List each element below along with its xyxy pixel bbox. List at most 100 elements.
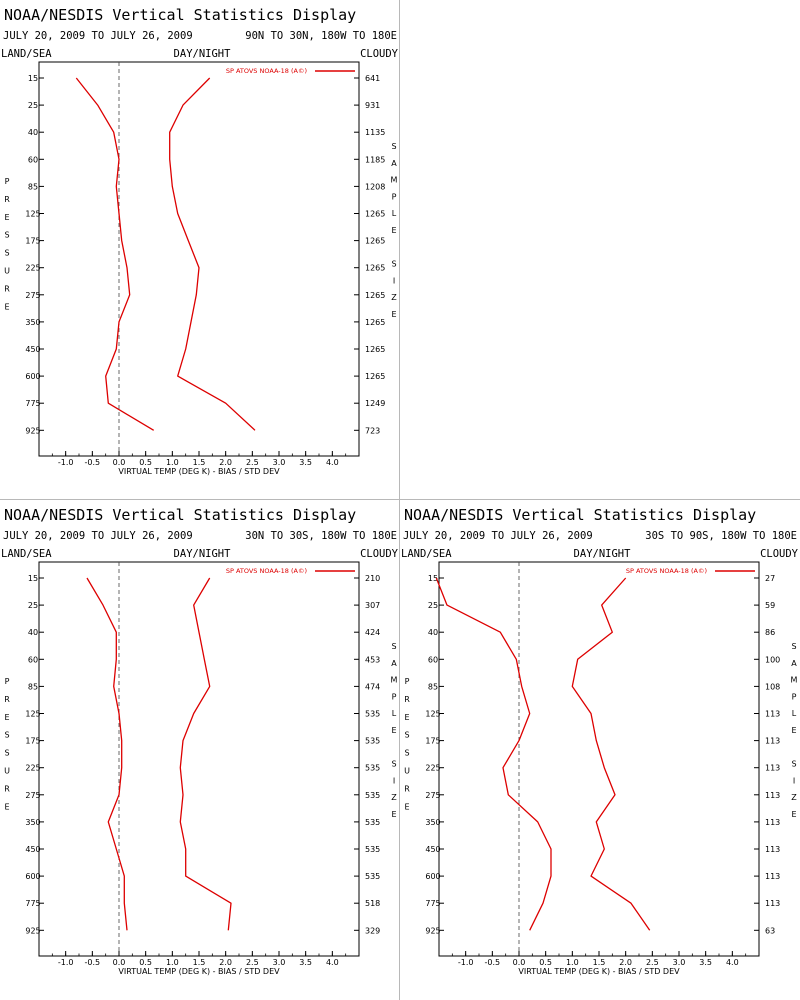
sample-size-axis-letter: I <box>393 776 395 785</box>
pressure-axis-letter: R <box>404 784 410 793</box>
x-tick-label: 0.0 <box>513 958 526 967</box>
x-tick-label: 1.0 <box>166 958 179 967</box>
pressure-level-label: 85 <box>428 682 438 691</box>
sample-size-label: 453 <box>365 655 380 664</box>
pressure-level-label: 600 <box>25 872 40 881</box>
sample-size-axis-letter: L <box>392 709 397 718</box>
sample-size-axis-letter: E <box>791 810 796 819</box>
panel-divider-horizontal <box>0 499 800 500</box>
sample-size-label: 535 <box>365 737 380 746</box>
pressure-axis-letter: S <box>4 231 9 240</box>
sample-size-label: 27 <box>765 574 775 583</box>
sample-size-axis-letter: I <box>793 776 795 785</box>
pressure-level-label: 15 <box>28 74 38 83</box>
legend-label: SP ATOVS NOAA-18 (A©) <box>226 67 307 75</box>
sample-size-label: 641 <box>365 74 380 83</box>
sample-size-label: 1265 <box>365 318 385 327</box>
panel-divider-vertical <box>399 0 400 1000</box>
x-axis-label: VIRTUAL TEMP (DEG K) - BIAS / STD DEV <box>118 467 280 476</box>
pressure-level-label: 85 <box>28 182 38 191</box>
x-tick-label: 3.0 <box>273 958 286 967</box>
sample-size-axis-letter: S <box>391 260 396 269</box>
sample-size-label: 535 <box>365 845 380 854</box>
x-tick-label: 1.0 <box>166 458 179 467</box>
pressure-level-label: 600 <box>25 372 40 381</box>
region-label: 30S TO 90S, 180W TO 180E <box>645 530 797 542</box>
x-tick-label: -0.5 <box>85 458 101 467</box>
sample-size-label: 1265 <box>365 210 385 219</box>
x-tick-label: -0.5 <box>85 958 101 967</box>
sample-size-axis-letter: E <box>791 726 796 735</box>
pressure-level-label: 125 <box>25 710 40 719</box>
sample-size-label: 535 <box>365 791 380 800</box>
sample-size-axis-letter: S <box>391 760 396 769</box>
sample-size-label: 474 <box>365 682 380 691</box>
plot-frame <box>38 561 360 957</box>
x-tick-label: 0.5 <box>139 458 152 467</box>
pressure-axis-letter: E <box>4 802 9 811</box>
pressure-level-label: 15 <box>428 574 438 583</box>
sample-size-axis-letter: L <box>392 209 397 218</box>
pressure-level-label: 775 <box>25 899 40 908</box>
sample-size-axis-letter: S <box>791 642 796 651</box>
pressure-level-label: 40 <box>428 628 438 637</box>
pressure-level-label: 275 <box>425 791 440 800</box>
chart-svg-north: NOAA/NESDIS Vertical Statistics Display J… <box>1 6 398 476</box>
pressure-level-label: 225 <box>25 764 40 773</box>
x-tick-label: -1.0 <box>58 458 74 467</box>
pressure-level-label: 25 <box>428 601 438 610</box>
pressure-axis-letter: S <box>404 749 409 758</box>
sample-size-axis-letter: A <box>391 659 397 668</box>
x-tick-label: 3.5 <box>699 958 712 967</box>
pressure-axis-letter: U <box>4 267 10 276</box>
sample-size-axis-letter: P <box>392 692 397 701</box>
day-night-label: DAY/NIGHT <box>174 548 232 560</box>
cloudy-label: CLOUDY <box>360 548 398 560</box>
sample-size-axis-letter: Z <box>791 793 797 802</box>
pressure-level-label: 350 <box>25 318 40 327</box>
std-dev-series-line <box>571 577 651 931</box>
sample-size-axis-letter: P <box>792 692 797 701</box>
bias-series-line <box>435 577 552 931</box>
sample-size-label: 1265 <box>365 345 385 354</box>
x-tick-label: 3.5 <box>299 458 312 467</box>
sample-size-axis-letter: E <box>391 726 396 735</box>
sample-size-axis-letter: S <box>391 642 396 651</box>
legend-label: SP ATOVS NOAA-18 (A©) <box>626 567 707 575</box>
sample-size-label: 59 <box>765 601 775 610</box>
sample-size-label: 535 <box>365 872 380 881</box>
x-tick-label: -1.0 <box>458 958 474 967</box>
date-range: JULY 20, 2009 TO JULY 26, 2009 <box>3 30 193 42</box>
sample-size-label: 113 <box>765 845 780 854</box>
sample-size-label: 535 <box>365 818 380 827</box>
std-dev-series-line <box>169 77 256 431</box>
region-label: 30N TO 30S, 180W TO 180E <box>245 530 397 542</box>
pressure-level-label: 40 <box>28 128 38 137</box>
pressure-level-label: 600 <box>425 872 440 881</box>
pressure-level-label: 225 <box>425 764 440 773</box>
land-sea-label: LAND/SEA <box>1 548 52 560</box>
pressure-axis-letter: R <box>4 695 10 704</box>
sample-size-label: 113 <box>765 872 780 881</box>
sample-size-label: 931 <box>365 101 380 110</box>
chart-title: NOAA/NESDIS Vertical Statistics Display <box>4 506 356 524</box>
pressure-axis-letter: U <box>404 767 410 776</box>
x-tick-label: 2.5 <box>246 958 259 967</box>
sample-size-label: 1208 <box>365 182 385 191</box>
pressure-level-label: 775 <box>425 899 440 908</box>
sample-size-label: 1265 <box>365 264 385 273</box>
pressure-level-label: 450 <box>25 845 40 854</box>
chart-panel-tropics: NOAA/NESDIS Vertical Statistics Display J… <box>0 500 398 998</box>
pressure-level-label: 225 <box>25 264 40 273</box>
x-tick-label: 4.0 <box>326 958 339 967</box>
sample-size-label: 424 <box>365 628 380 637</box>
sample-size-label: 518 <box>365 899 380 908</box>
land-sea-label: LAND/SEA <box>401 548 452 560</box>
pressure-level-label: 925 <box>25 426 40 435</box>
sample-size-label: 1135 <box>365 128 385 137</box>
pressure-level-label: 450 <box>425 845 440 854</box>
sample-size-axis-letter: A <box>391 159 397 168</box>
pressure-axis-letter: R <box>4 284 10 293</box>
pressure-level-label: 60 <box>428 655 438 664</box>
sample-size-axis-letter: S <box>791 760 796 769</box>
